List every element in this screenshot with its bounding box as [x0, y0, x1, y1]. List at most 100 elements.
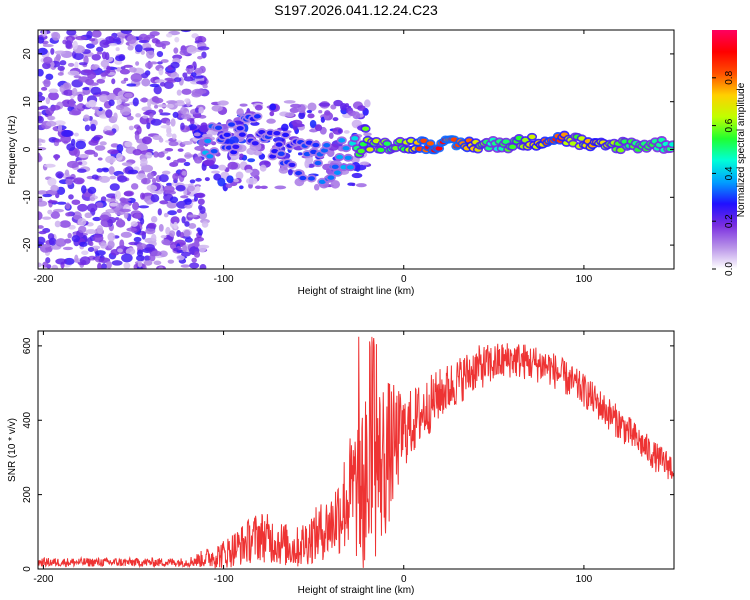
ridge-mark	[271, 149, 279, 154]
noise-blob	[91, 30, 102, 38]
noise-blob	[188, 223, 197, 229]
noise-blob	[71, 235, 81, 243]
noise-blob	[184, 221, 190, 227]
noise-blob	[51, 31, 61, 41]
noise-blob	[120, 231, 132, 238]
noise-blob	[225, 183, 233, 189]
noise-blob	[307, 102, 317, 112]
noise-blob	[75, 35, 87, 41]
noise-blob	[101, 51, 107, 60]
noise-blob	[43, 78, 51, 88]
ridge-mark	[204, 138, 212, 144]
ridge-mark	[502, 139, 510, 144]
noise-blob	[150, 118, 162, 126]
ridge-mark	[357, 148, 365, 154]
noise-blob	[85, 43, 95, 49]
noise-blob	[194, 156, 203, 164]
spectrogram-y-tick-label: -10	[22, 190, 33, 205]
noise-blob	[160, 234, 167, 239]
colorbar-gradient	[712, 30, 737, 269]
noise-blob	[307, 113, 315, 119]
spectrogram-x-tick-label: -200	[33, 274, 53, 285]
noise-blob	[161, 43, 166, 50]
noise-blob	[91, 53, 101, 61]
noise-blob	[113, 112, 118, 121]
noise-blob	[88, 139, 99, 146]
noise-blob	[43, 56, 53, 64]
noise-blob	[194, 107, 200, 113]
noise-blob	[102, 168, 110, 173]
noise-blob	[96, 168, 104, 173]
snr-x-label: Height of straight line (km)	[298, 585, 415, 596]
noise-blob	[150, 194, 160, 203]
ridge-mark	[344, 155, 352, 161]
noise-blob	[157, 61, 163, 65]
noise-blob	[123, 77, 129, 82]
noise-blob	[121, 162, 133, 167]
spectrogram-y-tick-label: 20	[22, 48, 33, 60]
colorbar-tick-label: 0.2	[724, 214, 735, 228]
noise-blob	[98, 257, 111, 263]
noise-blob	[351, 172, 363, 179]
noise-blob	[116, 143, 124, 153]
noise-blob	[105, 198, 116, 202]
noise-blob	[76, 104, 83, 109]
spectrogram-y-tick-label: 10	[22, 96, 33, 108]
noise-blob	[281, 123, 289, 132]
noise-blob	[124, 92, 133, 98]
noise-blob	[172, 111, 179, 119]
noise-blob	[180, 251, 191, 257]
noise-blob	[57, 124, 63, 132]
noise-blob	[134, 132, 140, 141]
noise-blob	[162, 185, 175, 193]
spectrogram-x-ticks: -200 -100 0 100	[33, 30, 593, 285]
noise-blob	[291, 119, 303, 126]
noise-blob	[269, 111, 275, 117]
noise-blob	[146, 122, 151, 130]
noise-blob	[217, 100, 229, 106]
noise-blob	[145, 61, 153, 69]
noise-blob	[126, 35, 137, 45]
noise-blob	[150, 250, 162, 257]
noise-blob	[180, 106, 188, 115]
ridge-mark	[307, 176, 315, 181]
noise-blob	[143, 260, 153, 266]
spectrogram-x-tick-label: -100	[214, 274, 234, 285]
noise-blob	[183, 76, 194, 82]
noise-blob	[235, 171, 244, 180]
noise-blob	[202, 84, 208, 89]
noise-blob	[181, 88, 192, 95]
ridge-mark	[277, 151, 285, 156]
noise-blob	[194, 89, 207, 95]
noise-blob	[128, 67, 137, 73]
noise-blob	[141, 78, 151, 87]
ridge-mark	[251, 141, 259, 146]
noise-blob	[254, 104, 263, 111]
noise-blob	[50, 47, 55, 55]
noise-blob	[84, 149, 96, 155]
noise-blob	[83, 114, 90, 122]
noise-blob	[193, 251, 201, 258]
noise-blob	[173, 221, 178, 230]
noise-blob	[170, 216, 180, 225]
noise-blob	[298, 111, 306, 120]
noise-blob	[146, 49, 155, 59]
noise-blob	[140, 97, 149, 103]
noise-blob	[55, 238, 67, 247]
noise-blob	[45, 120, 57, 127]
noise-blob	[109, 202, 118, 207]
noise-blob	[157, 208, 162, 216]
noise-blob	[158, 67, 164, 76]
noise-blob	[194, 67, 203, 76]
noise-blob	[137, 260, 143, 268]
noise-blob	[119, 197, 127, 203]
noise-blob	[116, 98, 122, 106]
ridge-mark	[346, 165, 354, 170]
noise-blob	[197, 198, 205, 205]
noise-blob	[289, 107, 300, 114]
noise-blob	[91, 106, 101, 110]
ridge-mark	[288, 162, 296, 168]
noise-blob	[78, 62, 88, 66]
ridge-mark	[282, 132, 290, 138]
